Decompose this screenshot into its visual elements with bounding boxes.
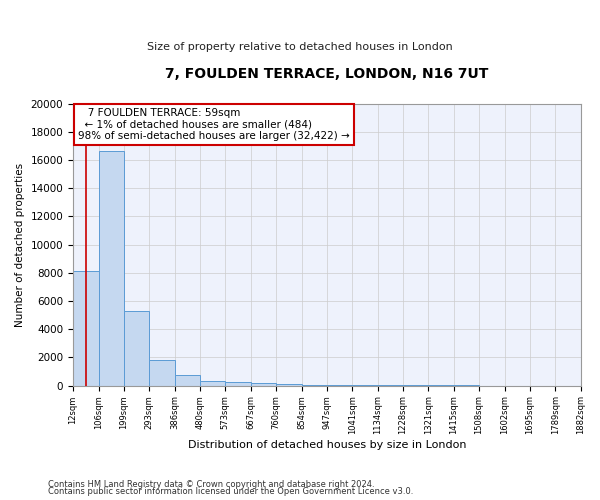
- Text: Contains HM Land Registry data © Crown copyright and database right 2024.: Contains HM Land Registry data © Crown c…: [48, 480, 374, 489]
- Bar: [302, 385, 327, 386]
- Title: 7, FOULDEN TERRACE, LONDON, N16 7UT: 7, FOULDEN TERRACE, LONDON, N16 7UT: [165, 68, 488, 82]
- Bar: [251, 384, 276, 386]
- Text: Contains public sector information licensed under the Open Government Licence v3: Contains public sector information licen…: [48, 488, 413, 496]
- X-axis label: Distribution of detached houses by size in London: Distribution of detached houses by size …: [188, 440, 466, 450]
- Text: 7 FOULDEN TERRACE: 59sqm
  ← 1% of detached houses are smaller (484)
98% of semi: 7 FOULDEN TERRACE: 59sqm ← 1% of detache…: [78, 108, 350, 141]
- Bar: [200, 381, 225, 386]
- Bar: [149, 360, 175, 386]
- Bar: [225, 382, 251, 386]
- Bar: [175, 376, 200, 386]
- Bar: [73, 272, 98, 386]
- Text: Size of property relative to detached houses in London: Size of property relative to detached ho…: [147, 42, 453, 52]
- Bar: [276, 384, 302, 386]
- Bar: [98, 152, 124, 386]
- Y-axis label: Number of detached properties: Number of detached properties: [15, 162, 25, 326]
- Bar: [124, 311, 149, 386]
